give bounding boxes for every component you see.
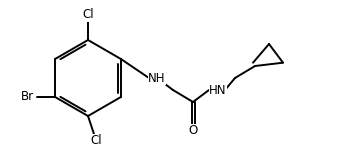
Text: Br: Br [20, 90, 34, 103]
Text: HN: HN [209, 83, 227, 97]
Text: Cl: Cl [82, 8, 94, 22]
Text: NH: NH [148, 71, 166, 85]
Text: Cl: Cl [90, 134, 102, 148]
Text: O: O [189, 124, 198, 137]
